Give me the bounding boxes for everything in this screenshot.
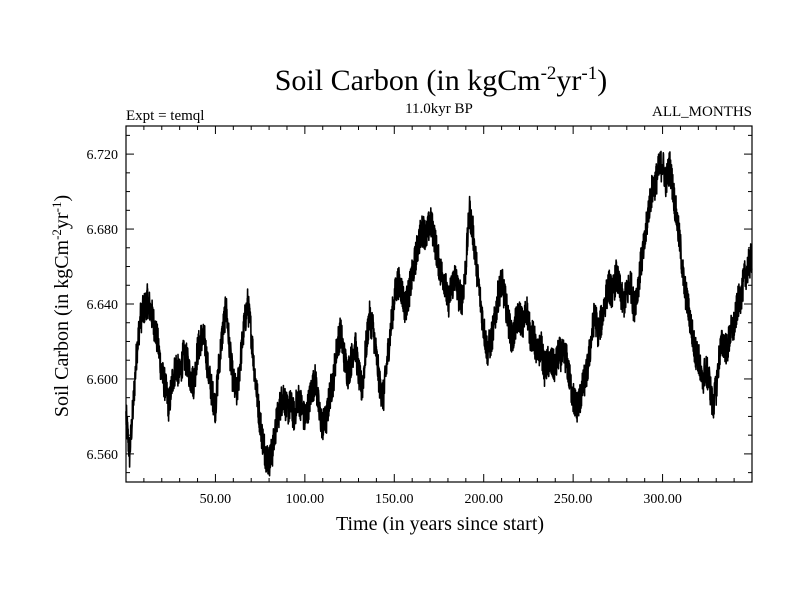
y-axis-label-exponent-2: -1 (49, 202, 64, 213)
y-tick-label: 6.680 (87, 223, 119, 238)
x-tick-label: 250.00 (554, 492, 593, 507)
y-axis-label-mid: yr (51, 212, 73, 229)
x-tick-label: 200.00 (464, 492, 503, 507)
series-group (125, 150, 753, 477)
x-tick-label: 150.00 (375, 492, 414, 507)
chart-title-exponent-2: -1 (581, 63, 597, 84)
y-tick-label: 6.640 (87, 298, 119, 313)
tick-group: 50.00 100.00 150.00 200.00 250.00 300.00 6.560… (87, 126, 752, 507)
chart-title: Soil Carbon (in kgCm-2yr-1) (275, 63, 608, 97)
y-axis-label-end: ) (51, 195, 73, 202)
x-axis-label: Time (in years since start) (336, 513, 544, 535)
y-axis-label: Soil Carbon (in kgCm-2yr-1) (49, 195, 73, 417)
plot-frame (125, 125, 753, 483)
series-line-soil-carbon (125, 150, 753, 477)
x-tick-label: 50.00 (200, 492, 232, 507)
chart-title-main: Soil Carbon (in kgCm (275, 64, 541, 97)
y-axis-label-exponent-1: -2 (49, 229, 64, 240)
chart-title-mid: yr (556, 64, 581, 97)
y-axis-label-main: Soil Carbon (in kgCm (51, 239, 73, 417)
x-tick-label: 300.00 (643, 492, 682, 507)
chart-title-end: ) (597, 64, 607, 97)
y-tick-label: 6.720 (87, 148, 119, 163)
chart-title-exponent-1: -2 (541, 63, 557, 84)
x-tick-label: 100.00 (286, 492, 325, 507)
y-tick-label: 6.560 (87, 448, 119, 463)
y-tick-label: 6.600 (87, 373, 119, 388)
chart-subtitle: 11.0kyr BP (405, 101, 473, 117)
months-label: ALL_MONTHS (652, 104, 752, 120)
experiment-label: Expt = temql (126, 108, 204, 124)
